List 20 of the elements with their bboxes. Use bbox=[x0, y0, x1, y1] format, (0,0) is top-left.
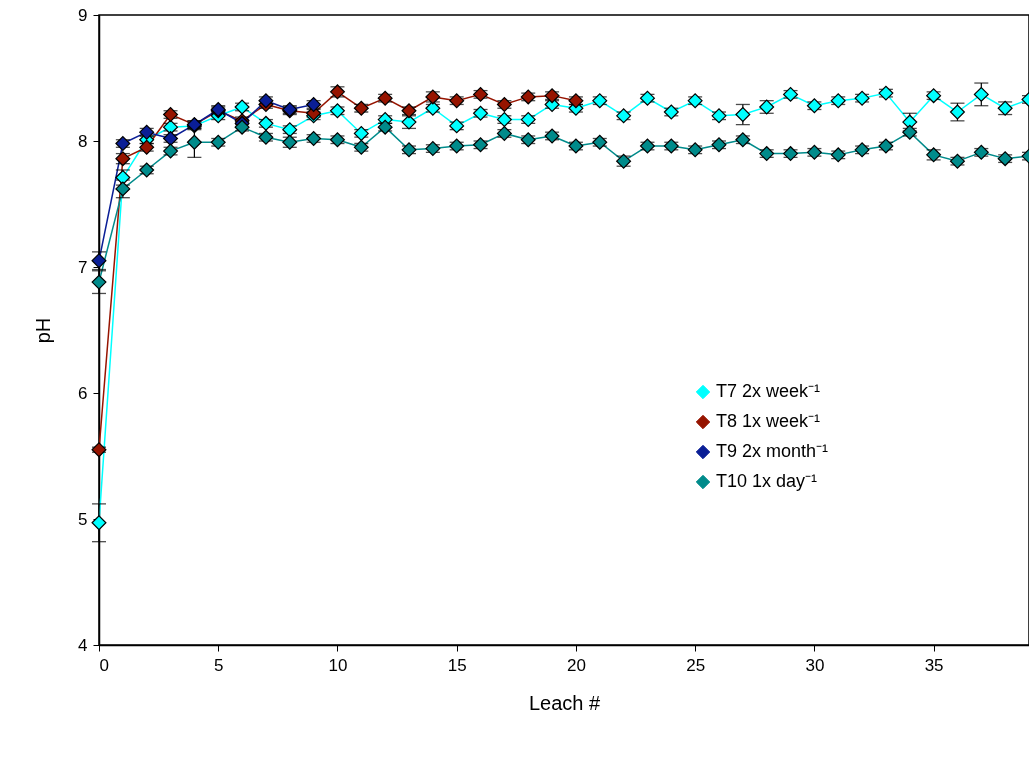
y-axis-title: pH bbox=[32, 317, 55, 344]
y-tick-label: 9 bbox=[78, 5, 88, 25]
x-tick-label: 0 bbox=[99, 655, 109, 675]
x-tick-label: 10 bbox=[328, 655, 348, 675]
y-tick-label: 5 bbox=[78, 509, 88, 529]
x-tick-label: 5 bbox=[214, 655, 224, 675]
x-tick-label: 30 bbox=[805, 655, 825, 675]
legend-label: T9 2x month⁻¹ bbox=[716, 441, 829, 461]
y-tick-label: 7 bbox=[78, 257, 88, 277]
legend-label: T8 1x week⁻¹ bbox=[716, 411, 821, 431]
legend-label: T10 1x day⁻¹ bbox=[716, 471, 818, 491]
legend-label: T7 2x week⁻¹ bbox=[716, 381, 821, 401]
x-tick-label: 25 bbox=[686, 655, 706, 675]
y-tick-label: 4 bbox=[78, 635, 88, 655]
y-tick-label: 6 bbox=[78, 383, 88, 403]
x-tick-label: 35 bbox=[924, 655, 944, 675]
x-tick-label: 20 bbox=[566, 655, 586, 675]
x-tick-label: 15 bbox=[447, 655, 467, 675]
x-axis-title: Leach # bbox=[528, 691, 601, 714]
y-tick-label: 8 bbox=[78, 131, 88, 151]
